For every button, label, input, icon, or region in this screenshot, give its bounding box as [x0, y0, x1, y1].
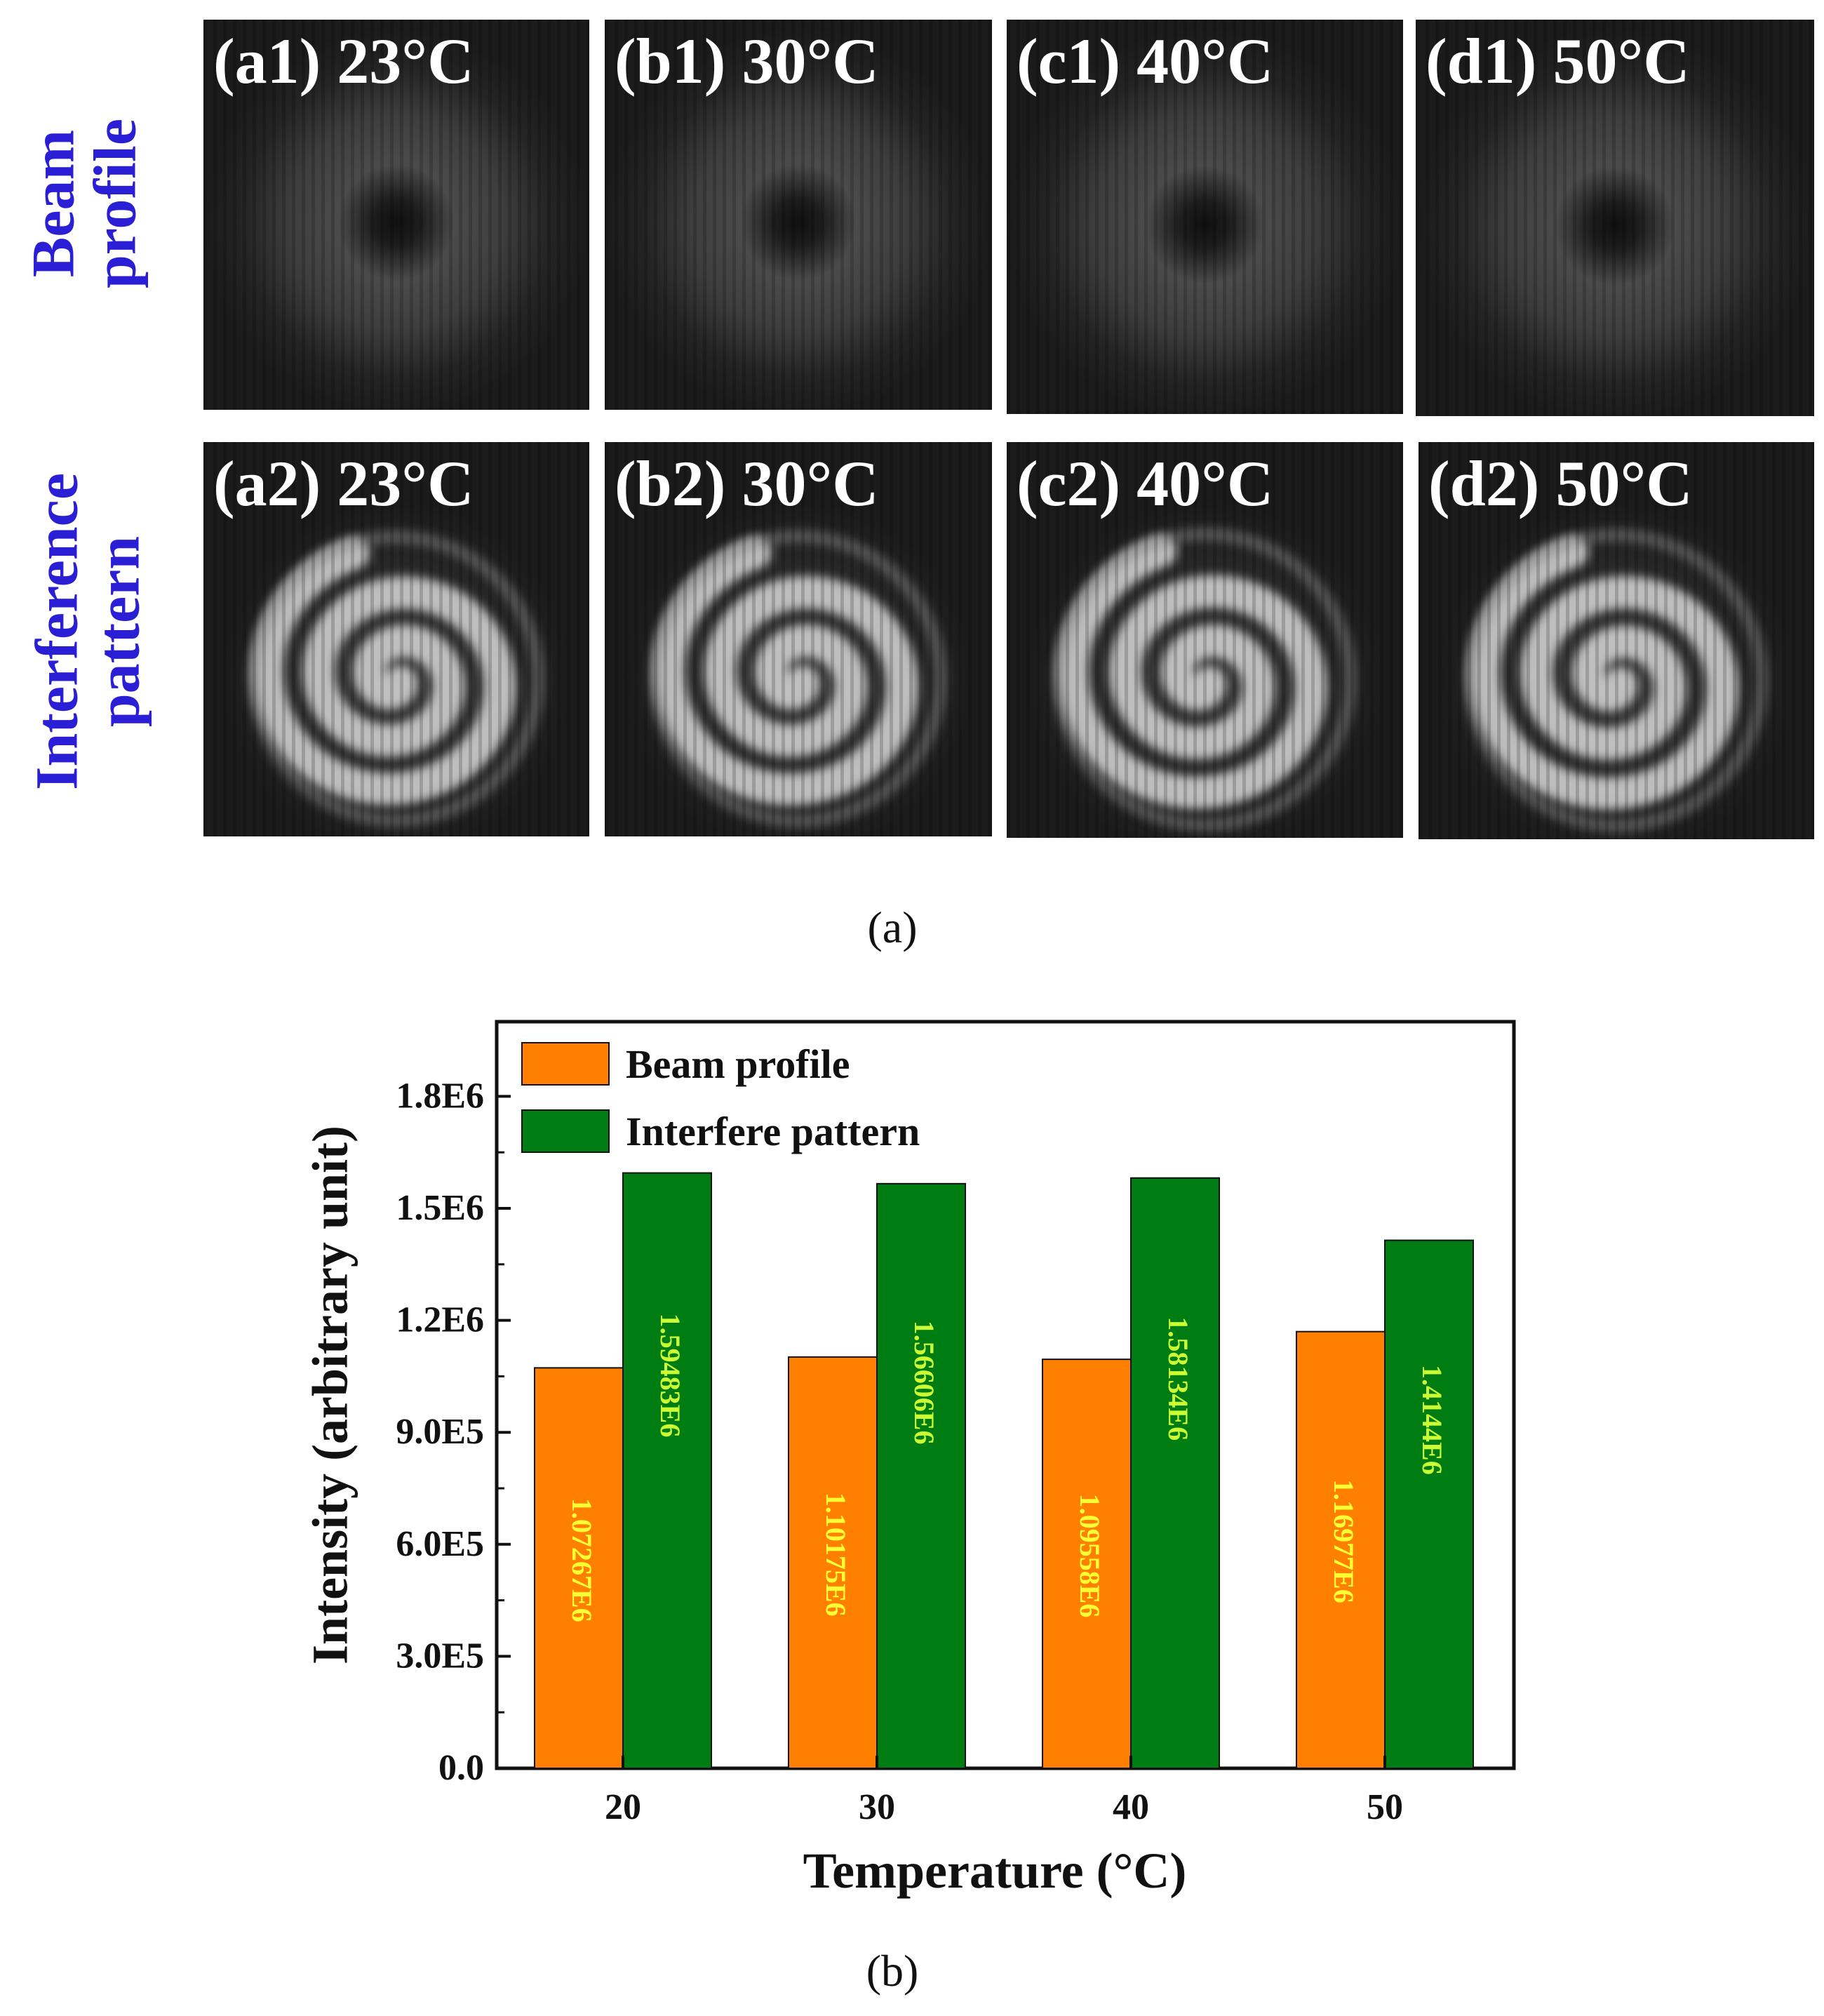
x-tick-label: 20 [605, 1787, 641, 1827]
bar-beam-40 [1042, 1359, 1132, 1769]
x-tick-label: 40 [1113, 1787, 1149, 1827]
value-label-interfere-50: 1.4144E6 [1416, 1365, 1448, 1475]
interference-image-b2: (b2) 30°C [605, 442, 992, 836]
image-label: (a2) 23°C [213, 448, 474, 519]
bar-interfere-40 [1130, 1177, 1220, 1769]
row-label-beam-line2: profile [81, 118, 148, 289]
interference-image-d2: (d2) 50°C [1419, 442, 1814, 839]
legend-label-beam: Beam profile [626, 1041, 850, 1087]
value-label-beam-30: 1.10175E6 [820, 1493, 852, 1617]
y-tick-label: 6.0E5 [396, 1524, 484, 1564]
interference-image-c2: (c2) 40°C [1007, 442, 1403, 838]
beam-intensity-graphic [1416, 20, 1814, 416]
image-label: (b2) 30°C [615, 448, 879, 519]
beam-profile-image-a1: (a1) 23°C [203, 20, 589, 410]
spiral-fringe-graphic [203, 442, 589, 836]
row-label-interference-line2: pattern [84, 535, 152, 728]
beam-intensity-graphic [605, 20, 992, 410]
y-axis-title: Intensity (arbitrary unit) [302, 1126, 358, 1664]
y-tick-label: 0.0 [438, 1748, 484, 1788]
image-label: (c1) 40°C [1017, 25, 1274, 97]
beam-profile-image-c1: (c1) 40°C [1007, 20, 1403, 414]
beam-profile-image-b1: (b1) 30°C [605, 20, 992, 410]
beam-intensity-graphic [1007, 20, 1403, 414]
value-label-beam-50: 1.16977E6 [1328, 1479, 1360, 1603]
bar-interfere-30 [876, 1182, 966, 1769]
row-label-interference-line1: Interference [22, 472, 90, 791]
image-label: (b1) 30°C [615, 25, 879, 97]
bar-beam-50 [1296, 1330, 1386, 1769]
y-tick-label: 1.5E6 [396, 1188, 484, 1228]
row-label-beam-line1: Beam [19, 129, 87, 278]
interference-image-a2: (a2) 23°C [203, 442, 589, 836]
bar-interfere-50 [1384, 1239, 1474, 1770]
x-tick-label: 50 [1367, 1787, 1403, 1827]
y-tick-label: 9.0E5 [396, 1412, 484, 1452]
spiral-fringe-graphic [605, 442, 992, 836]
image-label: (d1) 50°C [1426, 25, 1690, 97]
x-axis-title: Temperature (°C) [803, 1843, 1187, 1899]
x-tick-label: 30 [859, 1787, 895, 1827]
value-label-beam-40: 1.09558E6 [1074, 1494, 1106, 1618]
image-label: (c2) 40°C [1017, 448, 1274, 519]
panel-a-caption: (a) [867, 902, 918, 952]
bar-interfere-20 [622, 1172, 712, 1770]
value-label-beam-20: 1.07267E6 [566, 1498, 598, 1622]
y-tick-label: 3.0E5 [396, 1636, 484, 1676]
beam-profile-image-d1: (d1) 50°C [1416, 20, 1814, 416]
row-label-interference-pattern: Interference pattern [22, 472, 152, 791]
value-label-interfere-40: 1.58134E6 [1162, 1316, 1194, 1441]
plot-frame [495, 1020, 1516, 1770]
bar-beam-20 [534, 1367, 624, 1769]
legend-swatch-interfere [521, 1109, 610, 1153]
spiral-fringe-graphic [1007, 442, 1403, 838]
beam-intensity-graphic [203, 20, 589, 410]
panel-b-caption: (b) [866, 1946, 919, 1996]
spiral-fringe-graphic [1419, 442, 1814, 839]
image-label: (d2) 50°C [1428, 448, 1693, 519]
value-label-interfere-20: 1.59483E6 [655, 1314, 686, 1438]
bar-beam-30 [788, 1356, 878, 1769]
row-label-beam-profile: Beam profile [19, 118, 148, 289]
value-label-interfere-30: 1.56606E6 [908, 1321, 940, 1445]
intensity-bar-chart: 1.07267E6 1.10175E6 1.09558E6 1.16977E6 1.59… [302, 1020, 1516, 1996]
y-tick-label: 1.2E6 [396, 1300, 484, 1340]
legend-swatch-beam [521, 1042, 610, 1086]
image-label: (a1) 23°C [213, 25, 474, 97]
legend-label-interfere: Interfere pattern [626, 1109, 920, 1154]
y-tick-label: 1.8E6 [396, 1076, 484, 1116]
